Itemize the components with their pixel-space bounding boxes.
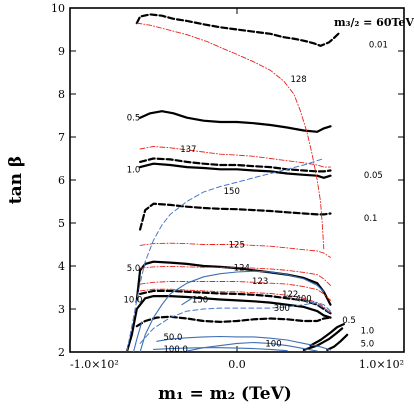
contour-100-0-line (152, 347, 288, 352)
contour-label: 123 (252, 277, 268, 287)
contour-label: 125 (229, 241, 245, 251)
contour-label: 0.01 (369, 41, 388, 51)
y-tick-label: 5 (58, 217, 65, 230)
contour-label: 150 (224, 187, 240, 197)
contour-label: 100.0 (164, 345, 188, 355)
contour-150-line (126, 158, 325, 352)
x-tick-label: -1.0×10² (70, 358, 119, 371)
x-tick-label: 0.0 (228, 358, 246, 371)
contour-label: 137 (180, 145, 196, 155)
contour-137-line (139, 146, 331, 168)
contour-0-5-line (139, 110, 332, 133)
contour-122-line (139, 288, 331, 314)
y-tick-label: 10 (51, 2, 65, 15)
contour-0-05-line (139, 157, 332, 173)
contour-label: 128 (290, 75, 306, 85)
y-tick-label: 6 (58, 174, 65, 187)
contour-label: 150 (192, 296, 208, 306)
contour-400-line (286, 296, 331, 314)
contour-0-01-line (135, 13, 342, 47)
y-tick-label: 4 (58, 260, 65, 273)
contour-label: 5.0 (361, 339, 375, 349)
plot-frame (69, 7, 405, 353)
contour-unlabeled-line (326, 333, 349, 351)
contour-label: 0.05 (364, 171, 383, 181)
contour-128-line (136, 22, 325, 250)
y-tick-label: 2 (58, 346, 65, 359)
contour-unlabeled-line (139, 270, 325, 352)
contour-label: 50.0 (164, 333, 183, 343)
y-tick-label: 3 (58, 303, 65, 316)
contour-label: 10.0 (123, 296, 142, 306)
contour-124-line (139, 265, 331, 286)
y-tick-label: 7 (58, 131, 65, 144)
contour-label: 1.0 (127, 165, 141, 175)
axis-ticks: 2 3 4 5 6 7 8 9 10 -1.0×10² 0.0 1.0×10² (51, 2, 405, 371)
contour-0-1-line (139, 202, 332, 231)
contour-1-0-line (309, 323, 345, 347)
contour-label: 1.0 (361, 327, 375, 337)
contour-lines (125, 13, 349, 352)
contour-5-0-line (135, 260, 332, 306)
contour-label: 400 (295, 295, 311, 305)
y-tick-label: 9 (58, 45, 65, 58)
x-tick-label: 1.0×10² (359, 358, 404, 371)
contour-labels: 0.01 0.5 1.0 0.05 0.1 5.0 10.0 0.5 1.0 5.0 50.0 100… (123, 41, 387, 355)
x-axis-label: m₁ = m₂ (TeV) (158, 384, 292, 404)
contour-label: 122 (282, 290, 298, 300)
y-axis-label: tan β (6, 156, 26, 204)
contour-label: 0.5 (127, 114, 141, 124)
contour-50-0-line (156, 335, 332, 351)
contour-150-line (181, 295, 196, 306)
contour-125-line (139, 242, 331, 258)
contour-100-line (186, 341, 318, 352)
contour-10-0-line (125, 295, 332, 352)
contour-label: 0.5 (342, 316, 356, 326)
contour-label: 0.1 (364, 214, 378, 224)
contour-unlabeled-line (135, 315, 332, 328)
contour-123-line (139, 281, 331, 301)
contour-unlabeled-line (132, 321, 143, 352)
contour-label: 124 (234, 263, 250, 273)
mass-annotation: m₃/₂ = 60TeV (334, 16, 414, 29)
y-tick-label: 8 (58, 88, 65, 101)
contour-label: 100 (265, 339, 281, 349)
contour-1-0-line (139, 162, 332, 179)
contour-label: 5.0 (127, 264, 141, 274)
contour-5-0-line (302, 327, 344, 351)
contour-label: 300 (274, 304, 290, 314)
